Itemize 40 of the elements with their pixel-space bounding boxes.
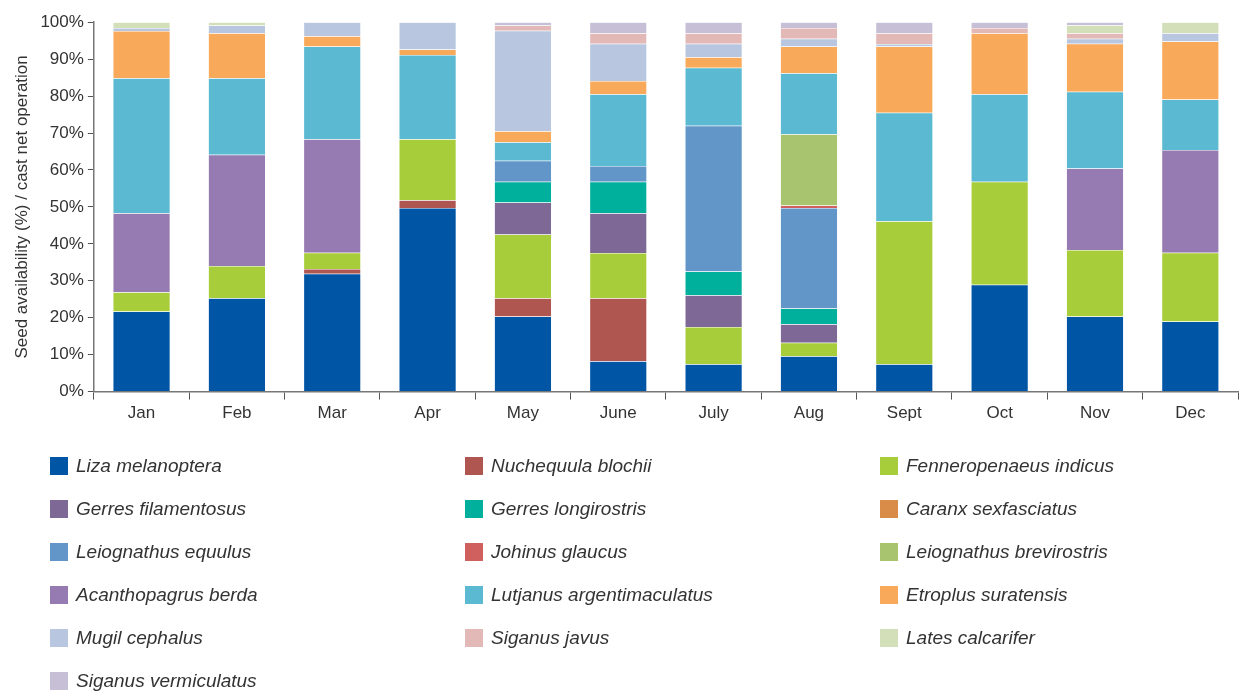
x-tick-label: July xyxy=(698,403,730,423)
legend-label: Gerres longirostris xyxy=(491,497,647,520)
y-tick-label: 90% xyxy=(49,48,84,68)
y-tick-label: 10% xyxy=(49,344,84,364)
legend-label: Siganus javus xyxy=(491,626,610,649)
legend-label: Johinus glaucus xyxy=(491,540,628,563)
y-tick-label: 50% xyxy=(49,196,84,216)
legend-label: Lates calcarifer xyxy=(906,626,1035,649)
x-tick-label: Dec xyxy=(1175,403,1206,423)
legend-label: Fenneropenaeus indicus xyxy=(906,454,1115,477)
y-tick-label: 100% xyxy=(40,11,84,31)
x-tick-label: June xyxy=(599,403,637,423)
legend-label: Etroplus suratensis xyxy=(906,583,1068,606)
y-tick-label: 20% xyxy=(49,307,84,327)
legend-label: Siganus vermiculatus xyxy=(76,669,257,692)
legend-label: Acanthopagrus berda xyxy=(76,583,258,606)
legend-label: Gerres filamentosus xyxy=(76,497,247,520)
legend-label: Leiognathus equulus xyxy=(76,540,252,563)
y-axis-title: Seed availability (%) / cast net operation xyxy=(11,55,31,359)
y-tick-label: 80% xyxy=(49,85,84,105)
x-tick-label: Oct xyxy=(986,403,1014,423)
legend-label: Lutjanus argentimaculatus xyxy=(491,583,713,606)
y-tick-label: 70% xyxy=(49,122,84,142)
x-tick-label: Aug xyxy=(793,403,825,423)
x-tick-label: Feb xyxy=(222,403,252,423)
x-tick-label: Sept xyxy=(886,403,923,423)
x-tick-label: Apr xyxy=(414,403,442,423)
legend-label: Liza melanoptera xyxy=(76,454,222,477)
y-tick-label: 30% xyxy=(49,270,84,290)
legend-label: Nuchequula blochii xyxy=(491,454,652,477)
y-tick-label: 40% xyxy=(49,233,84,253)
y-tick-label: 60% xyxy=(49,159,84,179)
x-tick-label: Jan xyxy=(127,403,156,423)
x-tick-label: May xyxy=(506,403,540,423)
legend-label: Leiognathus brevirostris xyxy=(906,540,1108,563)
legend-label: Caranx sexfasciatus xyxy=(906,497,1078,520)
y-tick-label: 0% xyxy=(59,381,84,401)
x-tick-label: Mar xyxy=(317,403,348,423)
x-tick-label: Nov xyxy=(1079,403,1111,423)
legend-label: Mugil cephalus xyxy=(76,626,203,649)
